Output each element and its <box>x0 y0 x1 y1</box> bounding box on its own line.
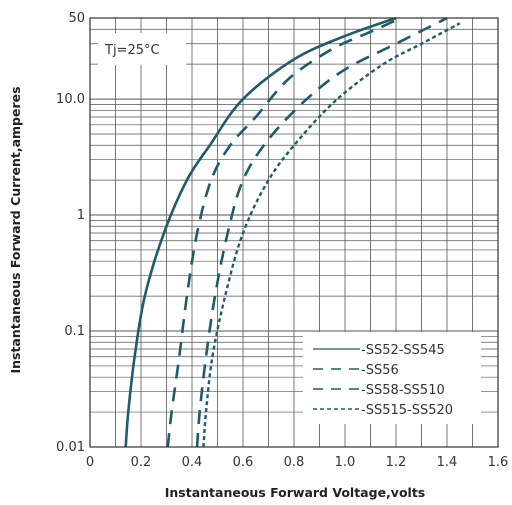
legend-box <box>303 332 481 424</box>
x-tick-label: 1.4 <box>437 455 458 470</box>
series-line-1 <box>124 16 397 448</box>
x-tick-label: 1.2 <box>386 455 407 470</box>
y-tick-label: 1 <box>77 208 85 223</box>
x-tick-label: 0 <box>86 455 94 470</box>
y-tick-label: 50 <box>68 11 85 26</box>
x-tick-label: 0.2 <box>131 455 152 470</box>
plot-border <box>89 17 499 448</box>
x-tick-label: 1.0 <box>335 455 356 470</box>
legend-label-1: -SS52-SS545 <box>361 343 445 358</box>
x-tick-label: 1.6 <box>488 455 509 470</box>
legend-label-4: -SS515-SS520 <box>361 403 453 418</box>
tick-labels: 0 0.2 0.4 0.6 0.8 1.0 1.2 1.4 1.6 0.01 0.1 1 10.0 50 <box>56 11 508 470</box>
annotation-box: Tj=25°C <box>98 33 186 65</box>
plot-frame <box>89 17 499 448</box>
y-tick-label: 10.0 <box>56 92 85 107</box>
annotation-text: Tj=25°C <box>104 43 160 58</box>
legend: -SS52-SS545 -SS56 -SS58-SS510 -SS515-SS520 <box>303 332 481 424</box>
x-tick-label: 0.4 <box>182 455 203 470</box>
series-layer <box>124 16 461 448</box>
legend-label-2: -SS56 <box>361 363 399 378</box>
y-tick-label: 0.01 <box>56 440 85 455</box>
y-tick-label: 0.1 <box>64 324 85 339</box>
x-tick-label: 0.6 <box>233 455 254 470</box>
legend-label-3: -SS58-SS510 <box>361 383 445 398</box>
y-axis-title: Instantaneous Forward Current,amperes <box>8 86 23 373</box>
x-tick-label: 0.8 <box>284 455 305 470</box>
series-line-3 <box>195 16 448 448</box>
x-axis-title: Instantaneous Forward Voltage,volts <box>165 485 425 500</box>
annotation-box-bg <box>98 33 186 65</box>
